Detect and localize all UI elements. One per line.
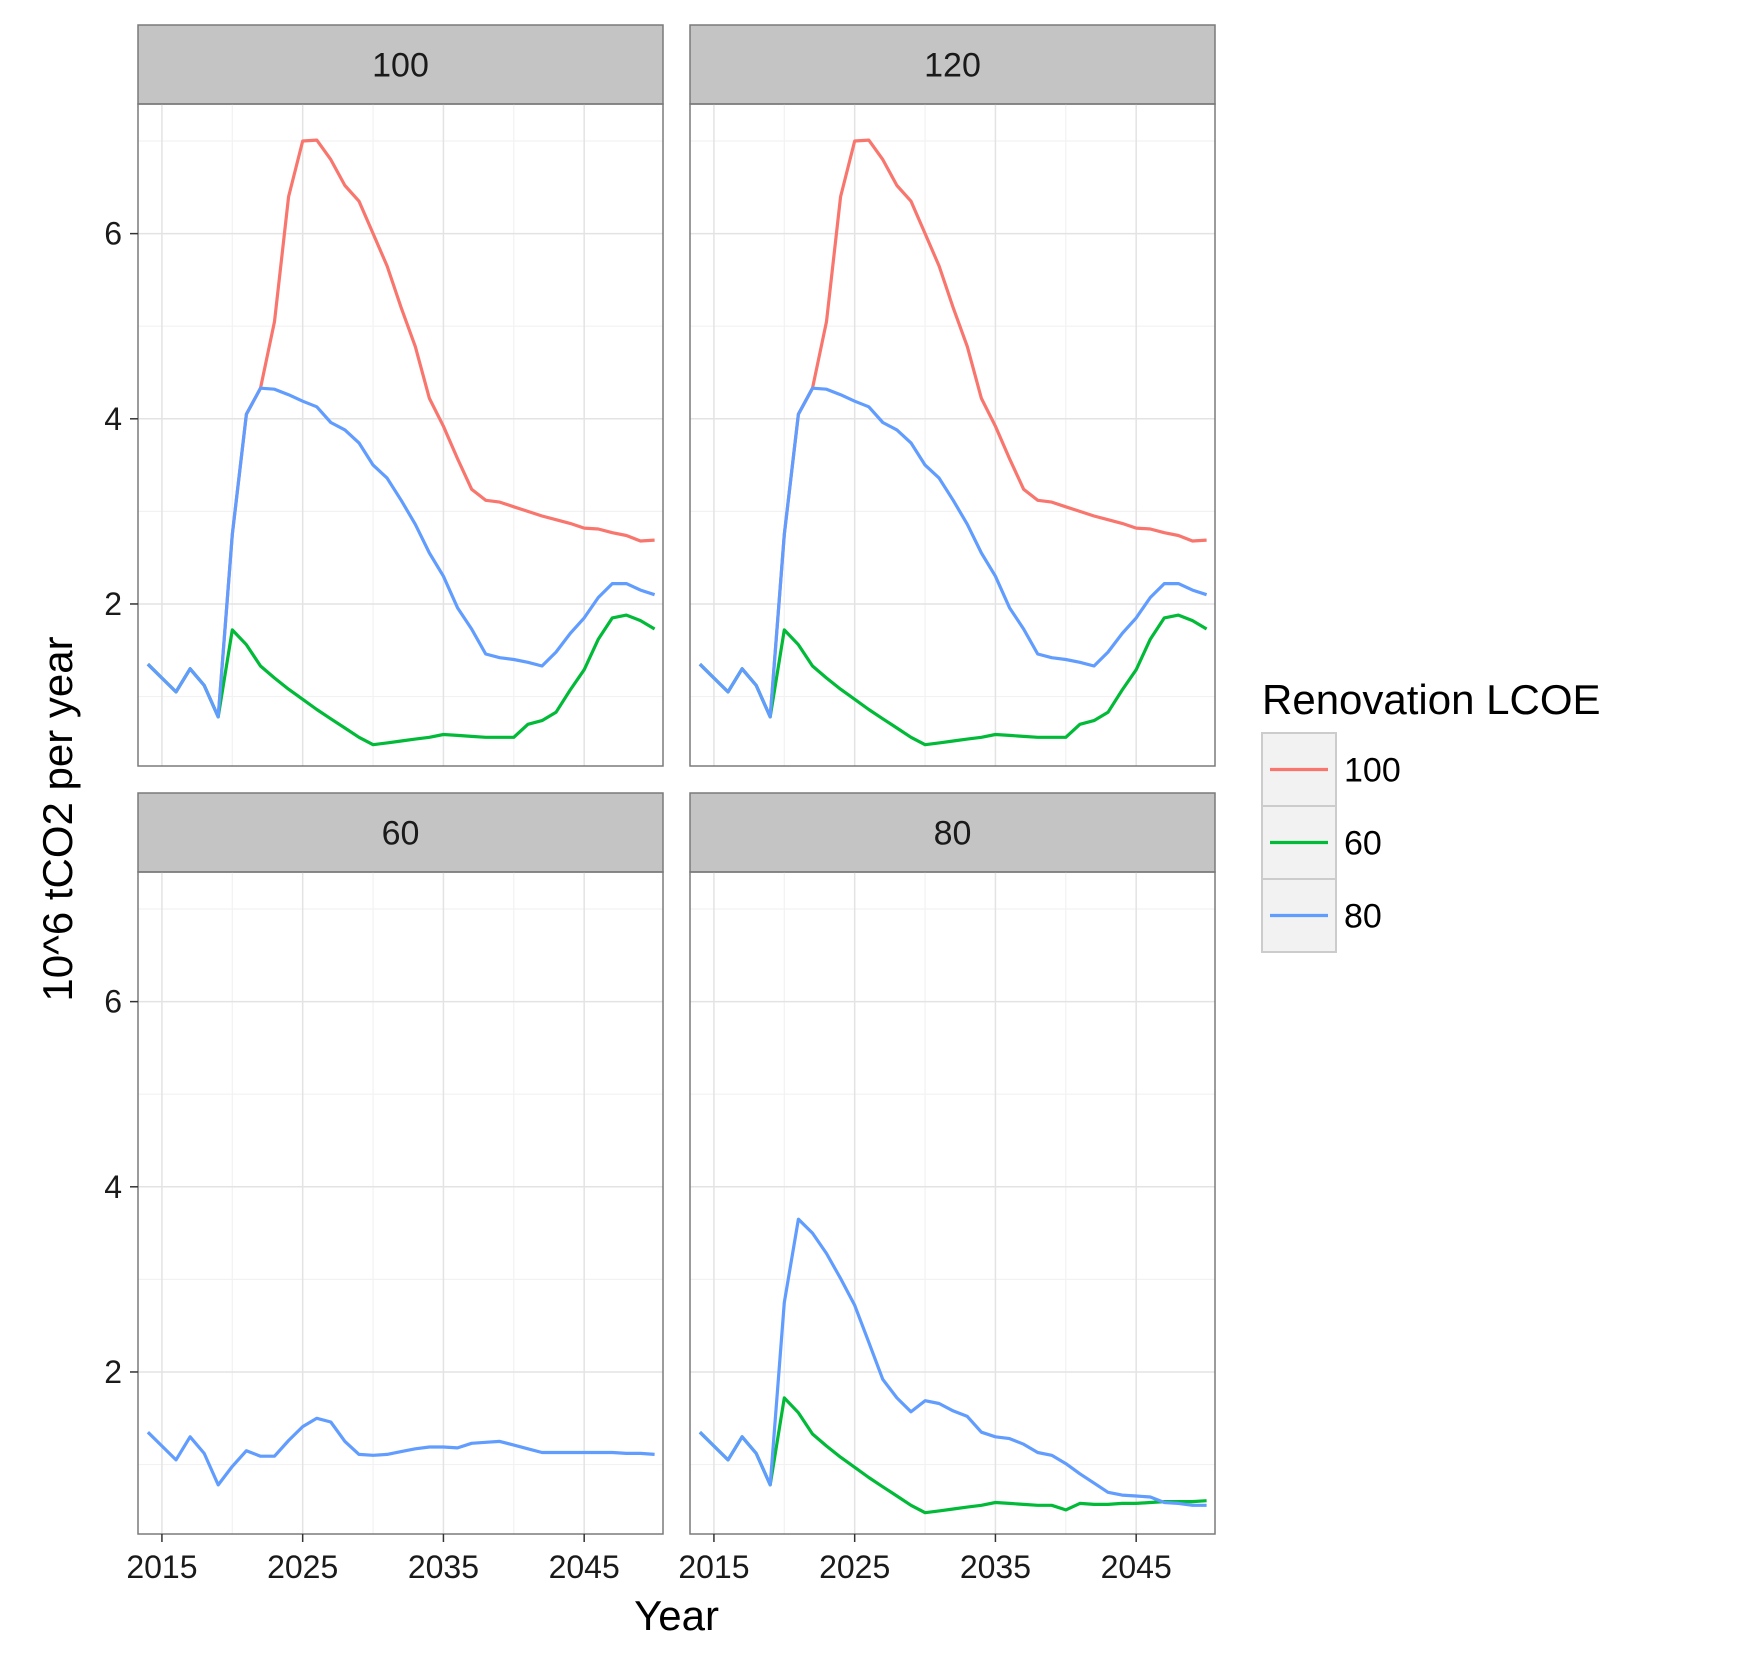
series-line-80: [698, 386, 1208, 719]
facet-strip: [137, 24, 664, 105]
legend-label-80: 80: [1344, 898, 1382, 936]
y-tick-label: 6: [104, 216, 122, 252]
series-line-80: [146, 386, 656, 719]
legend: Renovation LCOE 100 60 80: [1261, 676, 1601, 953]
y-tick-label: 6: [104, 984, 122, 1020]
x-tick-label: 2035: [960, 1549, 1031, 1585]
series-line-60: [146, 613, 656, 747]
panel-border: [689, 103, 1216, 767]
facet-panel-80: 80 2015 2025 2035 2045: [678, 792, 1216, 1585]
y-tick-label: 2: [104, 586, 122, 622]
facet-strip: [689, 24, 1216, 105]
legend-label-100: 100: [1344, 752, 1401, 790]
x-tick-label: 2025: [267, 1549, 338, 1585]
panel-border: [137, 871, 664, 1535]
facet-panel-60: 60 2 4 6 2015 2025 2035 2045: [104, 792, 664, 1585]
series-line-60: [698, 1396, 1207, 1515]
facet-strip-label: 80: [934, 815, 972, 853]
facet-strip: [137, 792, 664, 873]
facet-strip-label: 60: [382, 815, 420, 853]
panel-border: [689, 871, 1216, 1535]
x-tick-label: 2045: [1101, 1549, 1172, 1585]
panel-border: [137, 103, 664, 767]
facet-panels: 100 2 4 6 120 60 2 4 6 2015 2025 2035 2045 80 2015 2025…: [104, 24, 1216, 1585]
y-axis-title: 10^6 tCO2 per year: [34, 636, 81, 1001]
facet-strip-label: 100: [372, 47, 429, 85]
x-tick-label: 2035: [408, 1549, 479, 1585]
series-line-80: [698, 1217, 1207, 1507]
x-tick-label: 2015: [126, 1549, 197, 1585]
y-tick-label: 4: [104, 1169, 122, 1205]
y-tick-label: 4: [104, 401, 122, 437]
x-axis-title: Year: [634, 1592, 719, 1639]
series-line-80: [146, 1416, 655, 1487]
legend-title: Renovation LCOE: [1262, 676, 1601, 723]
y-tick-label: 2: [104, 1354, 122, 1390]
x-tick-label: 2045: [549, 1549, 620, 1585]
x-tick-label: 2015: [678, 1549, 749, 1585]
legend-label-60: 60: [1344, 825, 1382, 863]
facet-strip: [689, 792, 1216, 873]
facet-strip-label: 120: [924, 47, 981, 85]
series-line-60: [698, 613, 1208, 747]
x-tick-label: 2025: [819, 1549, 890, 1585]
facet-panel-120: 120: [689, 24, 1216, 767]
facet-panel-100: 100 2 4 6: [104, 24, 664, 767]
